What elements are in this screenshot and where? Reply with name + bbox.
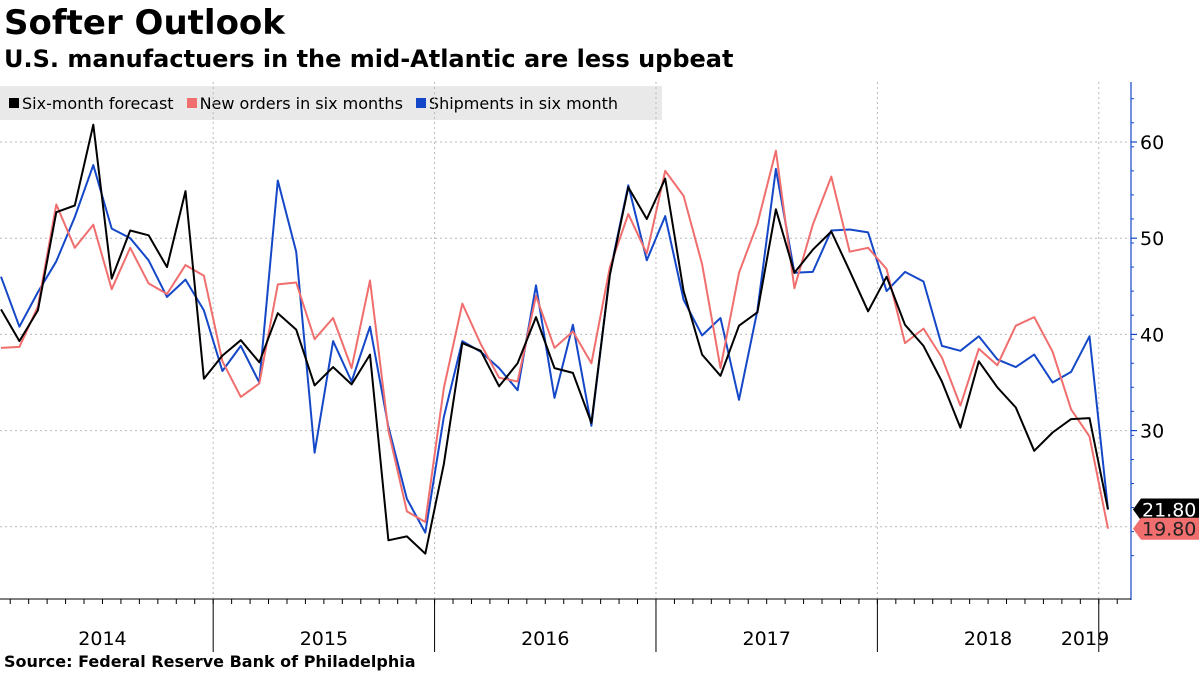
- chart-title: Softer Outlook: [4, 3, 285, 43]
- y-tick-label-40: 40: [1140, 324, 1164, 346]
- legend-label-new-orders: New orders in six months: [199, 93, 403, 113]
- x-tick-label-2019: 2019: [1061, 628, 1109, 650]
- last-value-label-1: 19.80: [1142, 519, 1196, 541]
- legend-item-new-orders: New orders in six months: [186, 93, 403, 113]
- series-line-shipments-in-six-month: [0, 164, 1109, 534]
- x-tick-label-2017: 2017: [742, 628, 790, 650]
- legend-swatch-new-orders: [186, 98, 197, 108]
- y-tick-label-30: 30: [1140, 421, 1164, 443]
- legend-label-forecast: Six-month forecast: [22, 93, 174, 113]
- series-line-six-month-forecast: [0, 123, 1109, 555]
- x-tick-label-2015: 2015: [300, 628, 348, 650]
- last-value-badge-1: [1133, 517, 1199, 540]
- legend-label-shipments: Shipments in six month: [428, 93, 619, 113]
- last-value-badge-0: [1133, 498, 1199, 521]
- source-note: Source: Federal Reserve Bank of Philadel…: [4, 652, 416, 671]
- legend-item-forecast: Six-month forecast: [9, 94, 174, 113]
- y-tick-label-50: 50: [1140, 228, 1164, 250]
- legend-item-shipments: Shipments in six month: [415, 93, 619, 113]
- legend-swatch-forecast: [9, 98, 19, 108]
- legend-swatch-shipments: [415, 98, 426, 108]
- x-tick-label-2016: 2016: [521, 628, 569, 650]
- y-tick-label-60: 60: [1140, 132, 1164, 154]
- legend: Six-month forecast New orders in six mon…: [0, 86, 662, 120]
- last-value-label-0: 21.80: [1142, 499, 1196, 521]
- chart-subtitle: U.S. manufactuers in the mid-Atlantic ar…: [4, 45, 734, 73]
- series-line-new-orders-in-six-months: [0, 149, 1109, 529]
- x-tick-label-2018: 2018: [964, 628, 1012, 650]
- x-tick-label-2014: 2014: [78, 628, 126, 650]
